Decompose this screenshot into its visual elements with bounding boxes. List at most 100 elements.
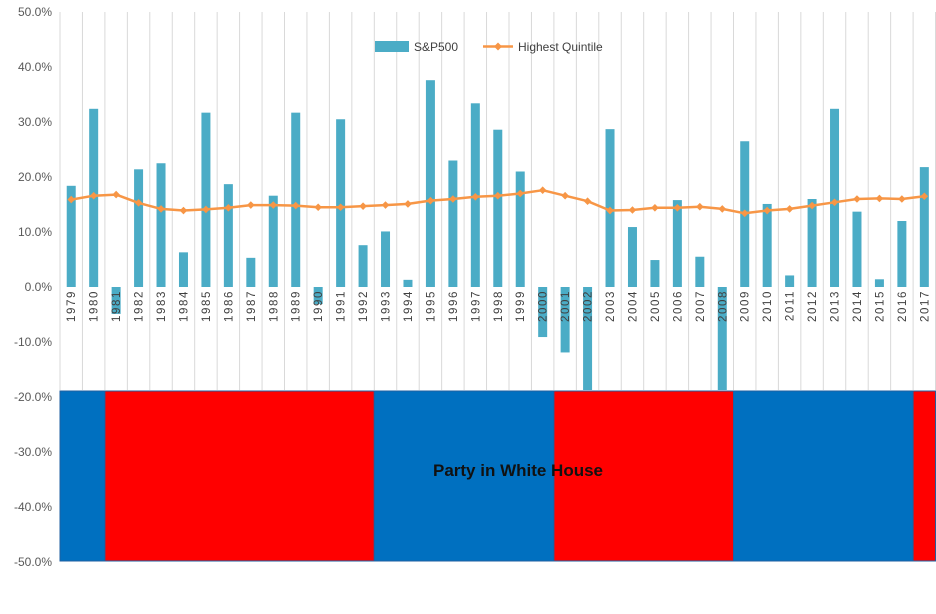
bar-sp500-1988 [268, 195, 278, 287]
y-tick-label: 40.0% [18, 60, 52, 74]
marker-highest-quintile-2011 [785, 205, 794, 213]
y-tick-label: 20.0% [18, 170, 52, 184]
bar-sp500-1990 [313, 287, 323, 305]
x-tick-label: 1981 [111, 290, 123, 322]
legend: S&P500 Highest Quintile [375, 40, 603, 54]
marker-highest-quintile-1982 [134, 199, 143, 207]
marker-highest-quintile-1997 [471, 193, 480, 201]
legend-label-sp500: S&P500 [414, 40, 458, 54]
marker-highest-quintile-1998 [493, 191, 502, 200]
gridlines [59, 12, 936, 390]
x-tick-label: 1998 [493, 290, 505, 322]
bar-sp500-1982 [134, 169, 144, 287]
y-tick-label: 0.0% [25, 280, 53, 294]
marker-highest-quintile-1990 [314, 203, 322, 212]
marker-highest-quintile-2010 [763, 206, 771, 215]
x-tick-label: 1993 [381, 290, 393, 322]
bar-sp500-1984 [178, 252, 188, 287]
party-bands [59, 390, 936, 562]
x-tick-label: 1992 [358, 290, 370, 322]
marker-highest-quintile-1996 [449, 195, 457, 203]
marker-highest-quintile-1999 [516, 189, 525, 198]
marker-highest-quintile-1979 [67, 195, 76, 204]
marker-highest-quintile-1981 [112, 190, 120, 199]
bar-sp500-1994 [403, 279, 413, 287]
x-tick-label: 2015 [874, 290, 886, 322]
y-tick-label: -40.0% [14, 500, 52, 514]
legend-marker-highest-quintile [494, 42, 502, 51]
x-tick-label: 1987 [246, 290, 258, 322]
x-tick-label: 2004 [627, 290, 639, 322]
legend-swatch-sp500 [375, 41, 409, 52]
x-tick-label: 1985 [201, 290, 213, 322]
bar-sp500-1979 [66, 185, 76, 287]
x-tick-label: 1996 [448, 290, 460, 322]
x-tick-label: 2006 [672, 290, 684, 322]
x-tick-label: 2009 [740, 290, 752, 322]
bar-sp500-2010 [762, 203, 772, 287]
y-tick-label: -10.0% [14, 335, 52, 349]
y-tick-label: -20.0% [14, 390, 52, 404]
y-tick-label: 30.0% [18, 115, 52, 129]
highest-quintile-line [67, 186, 929, 218]
x-tick-label: 2001 [560, 290, 572, 322]
x-tick-label: 2013 [830, 290, 842, 322]
y-tick-label: -50.0% [14, 555, 52, 569]
bar-sp500-2013 [830, 108, 840, 287]
marker-highest-quintile-2017 [920, 192, 929, 201]
marker-highest-quintile-1985 [202, 205, 210, 214]
party-band-republican-2001 [553, 390, 735, 562]
marker-highest-quintile-1991 [336, 203, 345, 212]
x-tick-label: 1986 [223, 290, 235, 322]
party-band-democratic-1979 [59, 390, 106, 562]
marker-highest-quintile-2008 [718, 205, 727, 213]
x-tick-label: 1995 [425, 290, 437, 322]
x-tick-label: 1991 [336, 290, 348, 322]
bar-sp500-1996 [448, 160, 458, 287]
marker-highest-quintile-1986 [224, 204, 233, 212]
x-tick-label: 1990 [313, 290, 325, 322]
bar-sp500-2004 [627, 227, 637, 287]
bar-sp500-2001 [560, 287, 570, 353]
bar-sp500-2005 [650, 260, 660, 287]
y-tick-label: 10.0% [18, 225, 52, 239]
x-axis-ticks: 1979 1980 1981 1982 1983 1984 1985 1986 1987 1988… [66, 290, 931, 322]
bar-sp500-1998 [493, 129, 503, 287]
bar-sp500-2007 [695, 256, 705, 287]
marker-highest-quintile-1993 [381, 201, 390, 209]
bar-sp500-2011 [785, 275, 795, 287]
marker-highest-quintile-2005 [651, 204, 659, 212]
y-tick-label: -30.0% [14, 445, 52, 459]
x-tick-label: 1979 [66, 290, 78, 322]
marker-highest-quintile-1988 [269, 201, 278, 209]
marker-highest-quintile-2015 [875, 194, 884, 203]
bar-sp500-2000 [538, 287, 548, 338]
party-band-democratic-2009 [733, 390, 914, 562]
marker-highest-quintile-1980 [89, 191, 98, 200]
y-tick-label: 50.0% [18, 5, 52, 19]
x-tick-label: 1988 [268, 290, 280, 322]
x-tick-label: 2007 [695, 290, 707, 322]
marker-highest-quintile-2002 [583, 197, 592, 205]
bar-sp500-1993 [381, 231, 391, 287]
bar-sp500-1987 [246, 257, 256, 287]
x-tick-label: 2012 [807, 290, 819, 322]
bar-sp500-1991 [336, 119, 346, 287]
x-tick-label: 1989 [291, 290, 303, 322]
x-tick-label: 2016 [897, 290, 909, 322]
bar-sp500-1992 [358, 245, 368, 287]
marker-highest-quintile-2009 [740, 209, 749, 218]
marker-highest-quintile-2014 [853, 195, 861, 203]
marker-highest-quintile-2013 [830, 198, 839, 207]
bar-sp500-2015 [874, 279, 884, 287]
x-tick-label: 1999 [515, 290, 527, 322]
party-band-republican-2017 [912, 390, 936, 562]
x-tick-label: 2014 [852, 290, 864, 322]
x-tick-label: 1983 [156, 290, 168, 322]
bar-sp500-1981 [111, 287, 121, 314]
marker-highest-quintile-2012 [808, 201, 816, 210]
y-axis-ticks: 50.0% 40.0% 30.0% 20.0% 10.0% 0.0% -10.0% -20.0… [14, 5, 52, 569]
marker-highest-quintile-1984 [179, 206, 188, 215]
